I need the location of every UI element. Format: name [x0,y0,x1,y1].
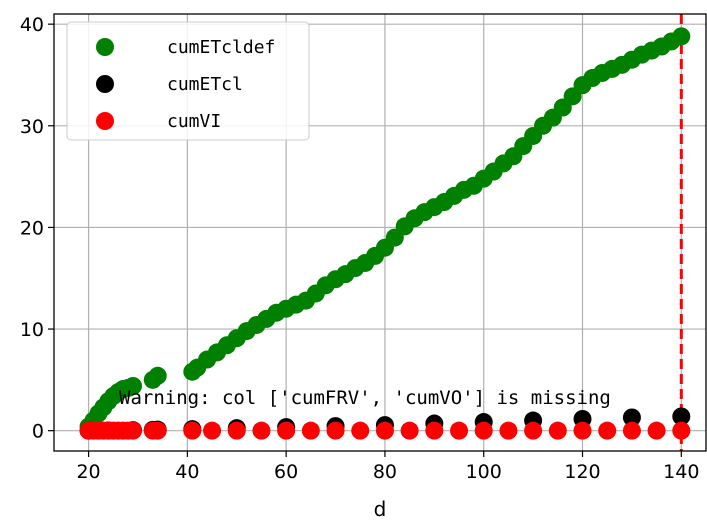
data-point [183,421,202,440]
data-point [351,421,370,440]
data-point [375,421,394,440]
legend-label: cumETcldef [167,37,275,58]
data-point [425,421,444,440]
data-point [647,421,666,440]
legend-marker [96,112,114,130]
y-tick-label: 0 [32,421,44,443]
data-point [672,407,691,426]
data-point [499,421,518,440]
plot-frame [53,13,707,452]
x-axis-label: d [374,497,387,520]
data-point [203,421,222,440]
data-point [672,421,691,440]
x-tick-label: 80 [373,461,397,483]
data-point [622,408,641,427]
data-point [124,421,143,440]
data-point [573,421,592,440]
x-tick-label: 140 [663,461,699,483]
series-cumETcldef [79,27,691,436]
legend-label: cumETcl [167,74,243,95]
legend-marker [96,38,114,56]
data-point [622,421,641,440]
y-tick-label: 40 [20,14,44,36]
x-tick-label: 20 [76,461,100,483]
data-point [672,27,691,46]
data-point [124,376,143,395]
legend-marker [96,75,114,93]
data-point [548,421,567,440]
legend: cumETcldef cumETcl cumVI [66,21,310,141]
data-point [474,421,493,440]
data-point [326,421,345,440]
y-tick-label: 10 [20,319,44,341]
x-tick-label: 60 [274,461,298,483]
x-tick-label: 120 [564,461,600,483]
data-point [252,421,271,440]
legend-frame [66,21,310,141]
data-point [277,421,296,440]
series-cumVI [79,421,691,440]
x-tick-label: 100 [466,461,502,483]
y-tick-label: 30 [20,116,44,138]
data-point [148,366,167,385]
x-tick-label: 40 [175,461,199,483]
data-point [148,421,167,440]
warning-annotation: Warning: col ['cumFRV', 'cumVO'] is miss… [119,387,611,409]
data-point [598,421,617,440]
y-tick-label: 20 [20,217,44,239]
data-point [524,421,543,440]
data-point [450,421,469,440]
series-layer [79,27,691,440]
data-point [301,421,320,440]
legend-label: cumVI [167,111,221,132]
data-point [400,421,419,440]
axis-ticks: 20 40 60 80 100 120 140 0 10 20 30 40 [20,14,700,483]
data-point [227,421,246,440]
